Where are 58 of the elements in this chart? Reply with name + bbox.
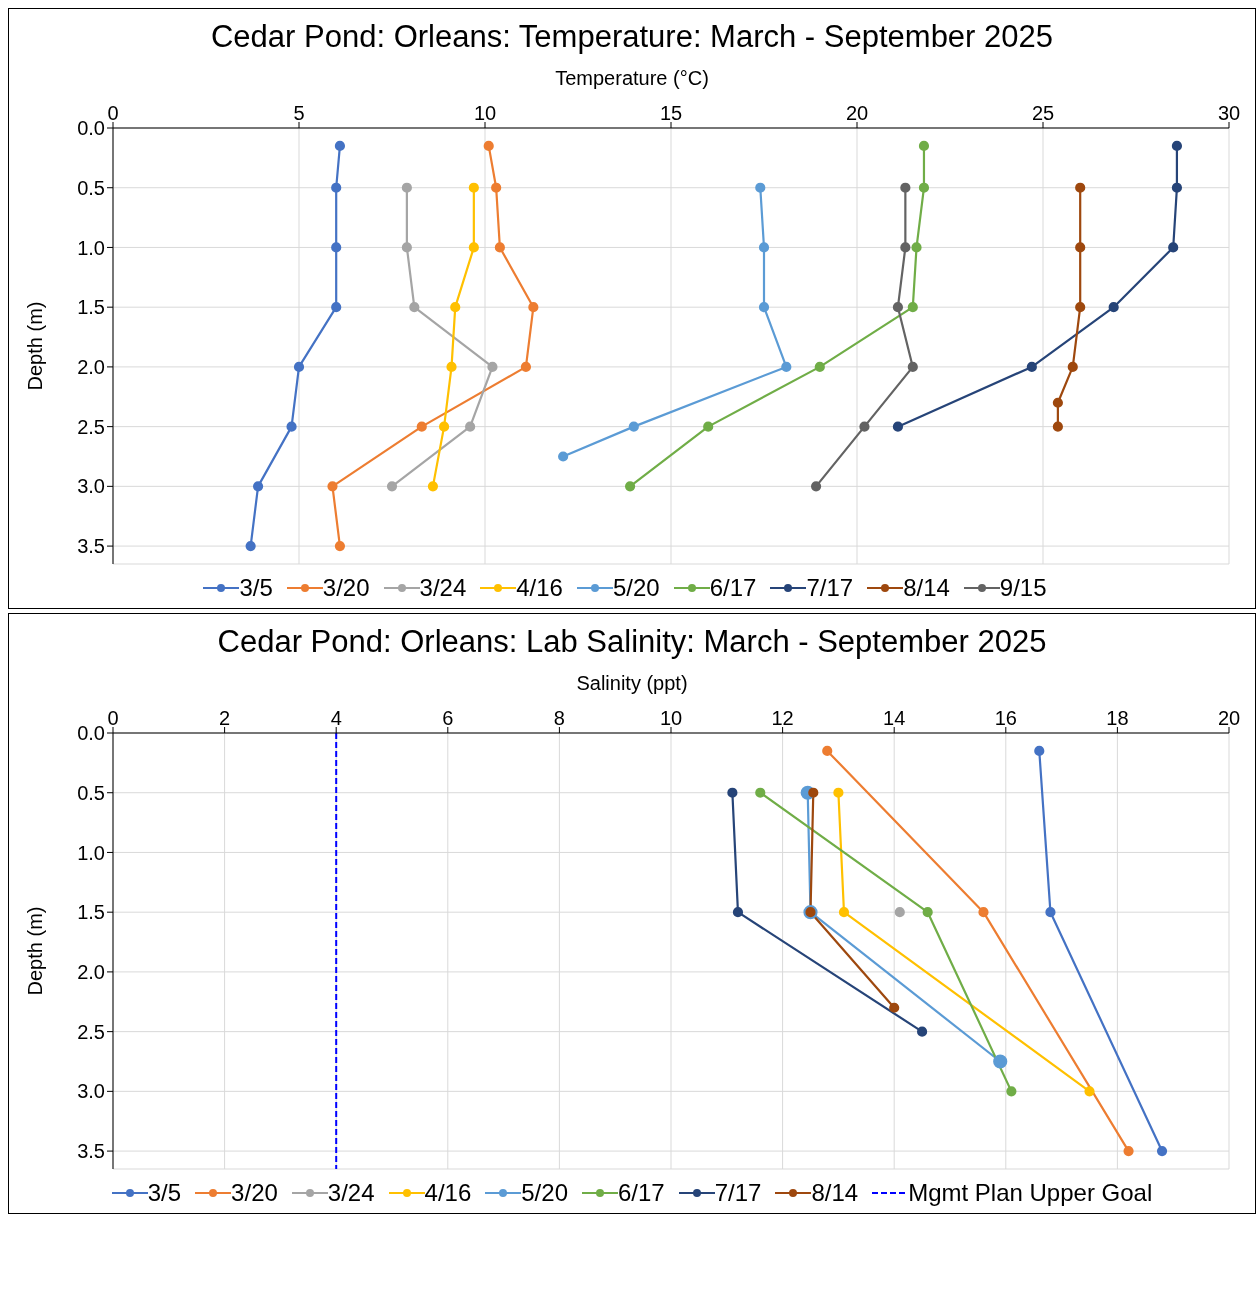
legend-label: 5/20 — [612, 574, 660, 602]
x-axis-title: Temperature (°C) — [554, 67, 710, 90]
y-tick-label: 3.5 — [77, 535, 105, 558]
legend-label: 3/20 — [322, 574, 370, 602]
chart-title: Cedar Pond: Orleans: Temperature: March - September 2025 — [210, 19, 1054, 55]
legend-label: 4/16 — [424, 1179, 472, 1207]
x-tick-label: 15 — [659, 102, 683, 124]
legend-label: 3/5 — [147, 1179, 182, 1207]
legend-label: 3/24 — [419, 574, 467, 602]
chart-title: Cedar Pond: Orleans: Lab Salinity: March - September 2025 — [216, 624, 1048, 660]
x-tick-label: 4 — [330, 707, 342, 729]
x-tick-label: 20 — [845, 102, 869, 124]
legend-label: 6/17 — [709, 574, 757, 602]
y-tick-label: 0.0 — [77, 722, 105, 745]
x-tick-label: 12 — [771, 707, 794, 729]
x-tick-label: 2 — [219, 707, 231, 729]
y-tick-label: 2.0 — [77, 356, 105, 378]
x-axis-title: Salinity (ppt) — [575, 672, 689, 695]
legend-label: 4/16 — [516, 574, 563, 602]
y-axis-title: Depth (m) — [24, 301, 47, 391]
legend-label: 3/24 — [327, 1179, 375, 1207]
legend-label: 7/17 — [806, 574, 854, 602]
y-tick-label: 1.0 — [77, 236, 105, 259]
legend-label: 8/14 — [811, 1179, 859, 1207]
x-tick-label: 25 — [1031, 102, 1055, 124]
x-tick-label: 14 — [883, 707, 906, 729]
x-tick-label: 30 — [1217, 102, 1241, 124]
x-tick-label: 8 — [553, 707, 565, 729]
x-tick-label: 16 — [994, 707, 1017, 729]
y-axis-title: Depth (m) — [24, 906, 47, 996]
y-tick-label: 0.5 — [77, 176, 105, 199]
legend-label: 3/5 — [239, 574, 273, 602]
x-tick-label: 0 — [107, 707, 119, 729]
x-tick-label: 0 — [107, 102, 119, 124]
y-tick-label: 2.0 — [77, 961, 105, 983]
y-tick-label: 3.0 — [77, 1080, 105, 1103]
x-tick-label: 5 — [293, 102, 305, 124]
x-tick-label: 6 — [442, 707, 454, 729]
y-tick-label: 3.5 — [77, 1140, 105, 1163]
legend-label: 7/17 — [714, 1179, 762, 1207]
y-tick-label: 0.0 — [77, 117, 105, 140]
y-tick-label: 2.5 — [77, 1020, 105, 1043]
y-tick-label: 1.5 — [77, 901, 105, 924]
y-tick-label: 0.5 — [77, 781, 105, 804]
legend-label: 8/14 — [903, 574, 950, 602]
legend-label: 9/15 — [999, 574, 1047, 602]
y-tick-label: 3.0 — [77, 475, 105, 498]
y-tick-label: 1.0 — [77, 841, 105, 864]
x-tick-label: 18 — [1106, 707, 1129, 729]
y-tick-label: 1.5 — [77, 296, 105, 319]
legend-label: 6/17 — [617, 1179, 665, 1207]
x-tick-label: 20 — [1217, 707, 1241, 729]
legend-label: 3/20 — [231, 1179, 278, 1207]
y-tick-label: 2.5 — [77, 415, 105, 438]
x-tick-label: 10 — [473, 102, 497, 124]
legend-label: 5/20 — [521, 1179, 568, 1207]
x-tick-label: 10 — [659, 707, 683, 729]
legend-label: Mgmt Plan Upper Goal — [908, 1179, 1153, 1207]
